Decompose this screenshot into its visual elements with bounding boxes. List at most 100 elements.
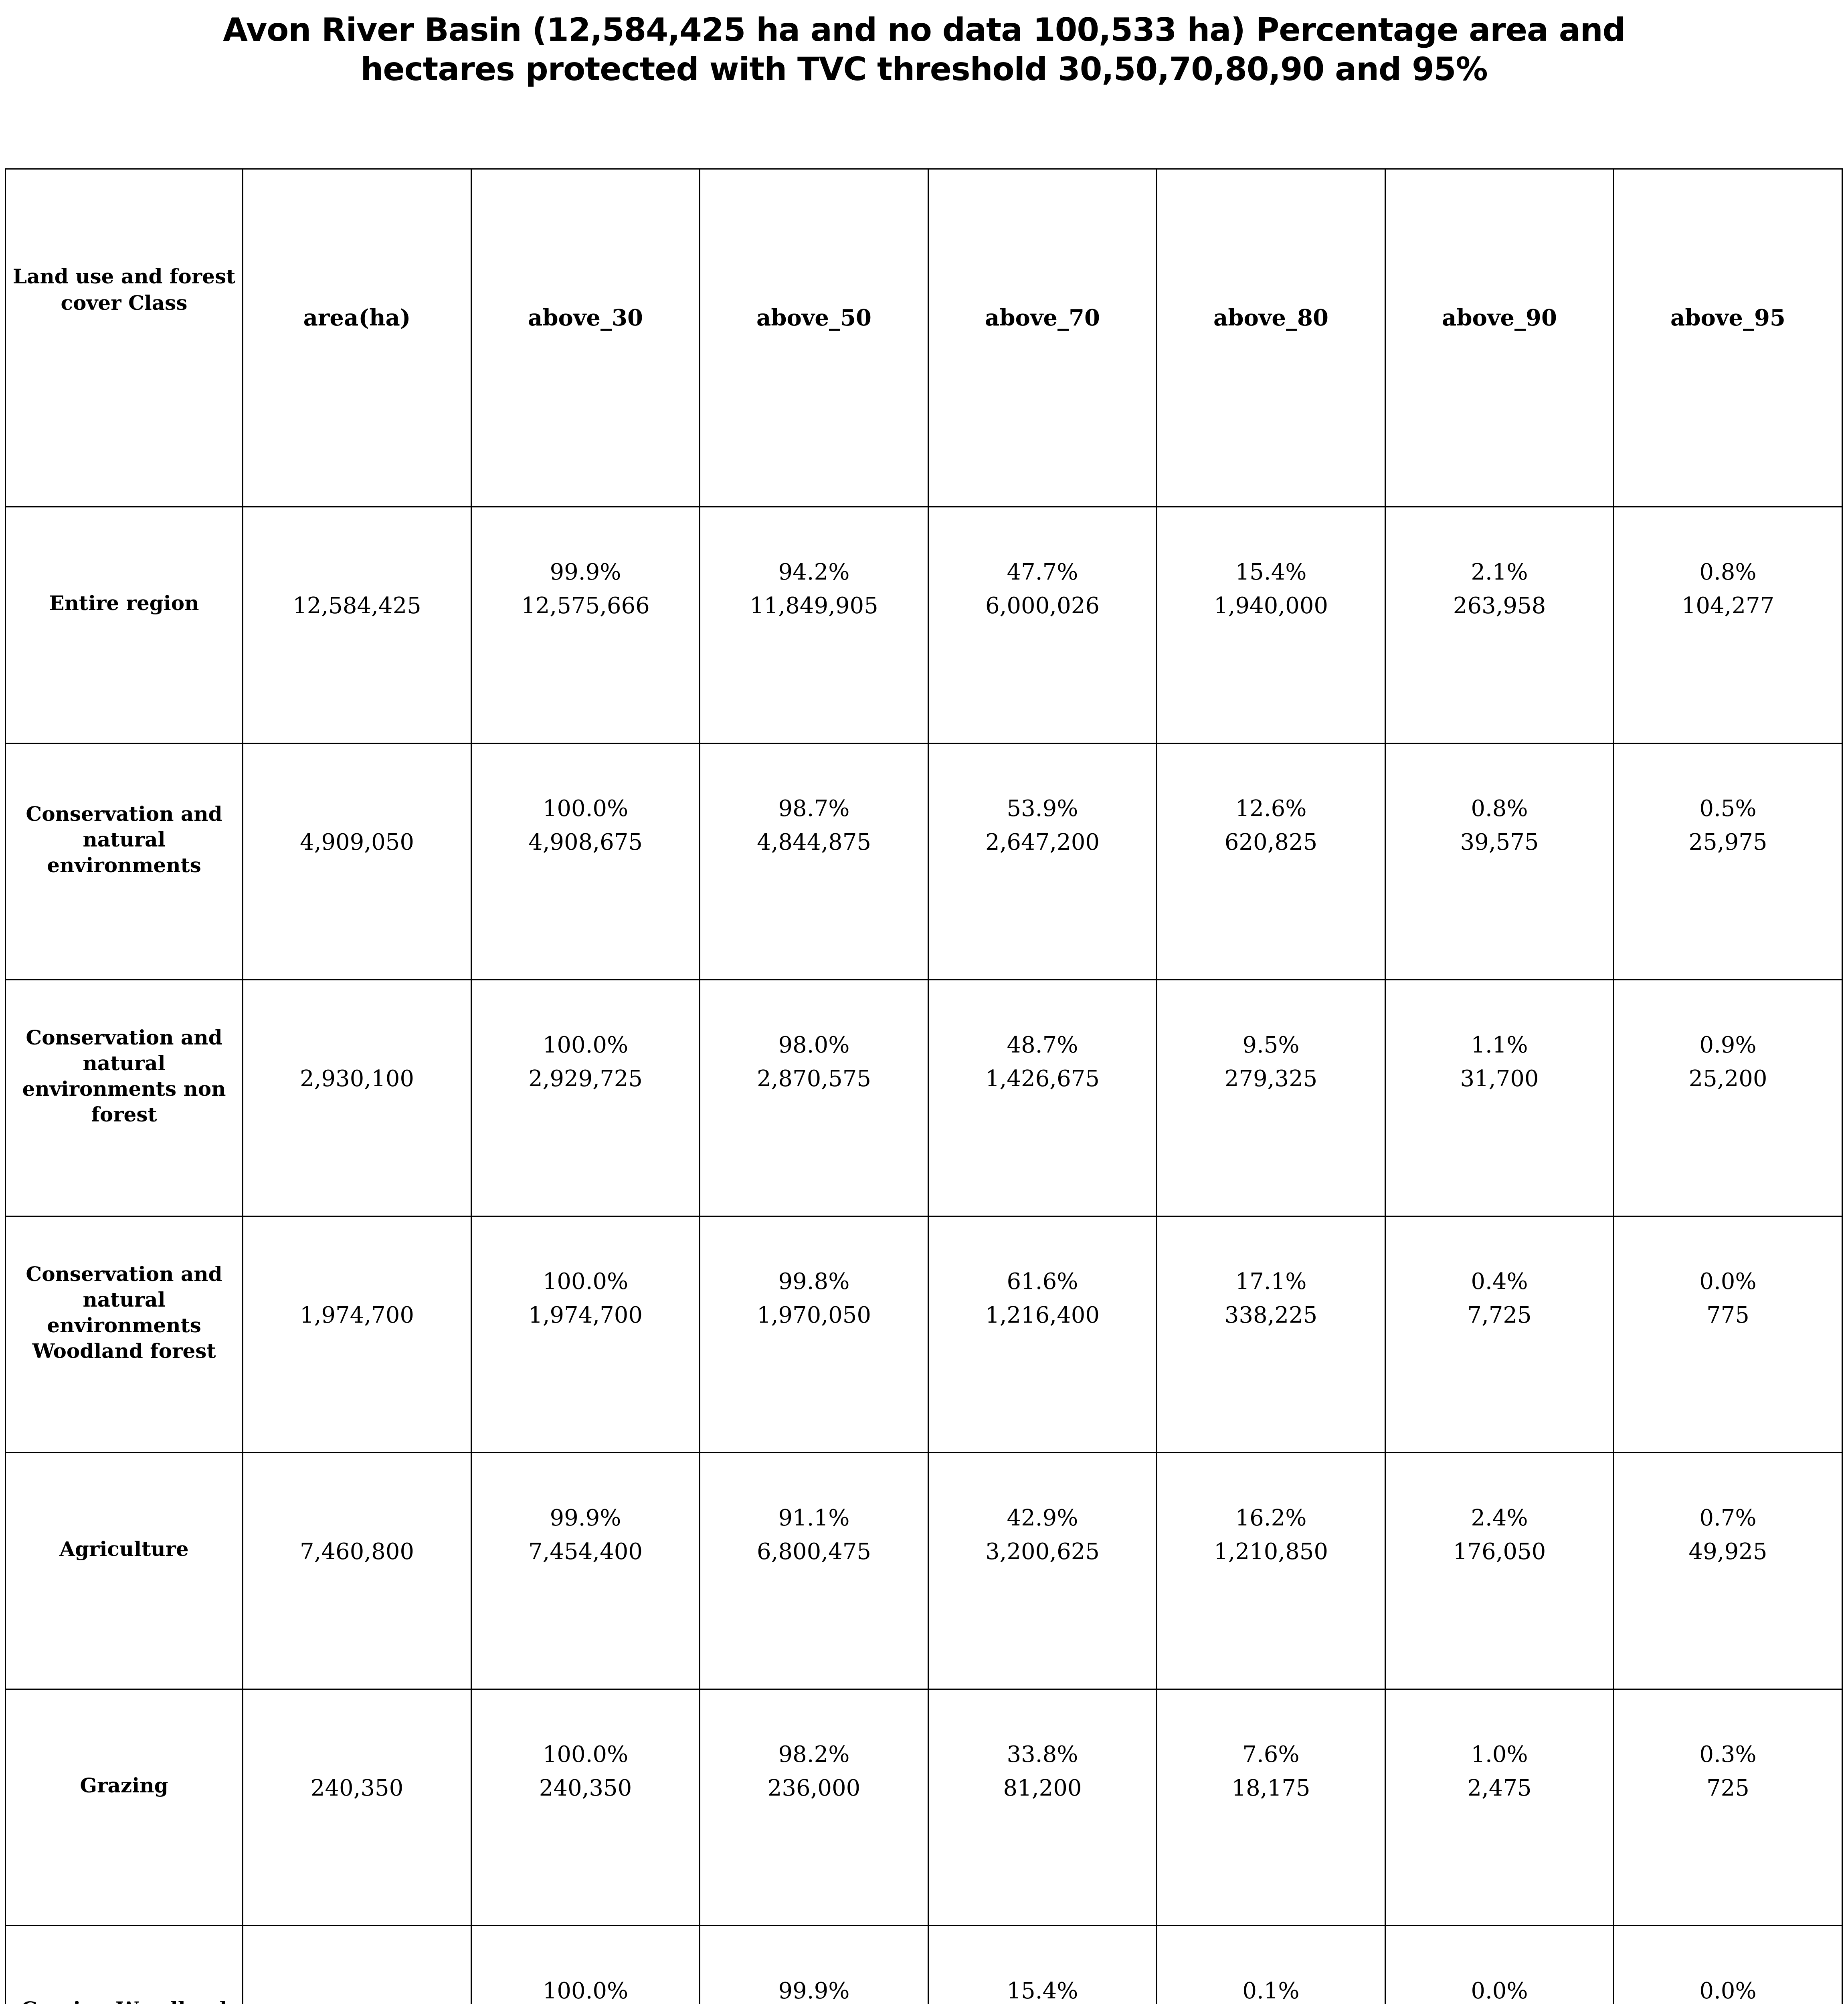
- ha-value: 3,200,625: [985, 1538, 1100, 1565]
- table-cell: 47.7% 6,000,026: [928, 506, 1157, 744]
- ha-value: 81,200: [1003, 1775, 1082, 1801]
- pct-value: 17.1%: [1235, 1268, 1307, 1295]
- table-row: Agriculture 7,460,800 99.9% 7,454,400 91.…: [5, 1452, 1843, 1690]
- pct-value: 1.1%: [1471, 1032, 1528, 1058]
- table-cell: 48.7% 1,426,675: [928, 979, 1157, 1217]
- column-header-above80: above_80: [1156, 168, 1386, 507]
- table-cell: 17.1% 338,225: [1156, 1216, 1386, 1453]
- row-label: Conservation and natural environments no…: [5, 979, 243, 1217]
- spacer: [247, 556, 467, 589]
- area-cell: 2,930,100: [242, 979, 472, 1217]
- table-row: Grazing Woodland forest 126,075 100.0%12…: [5, 1925, 1843, 2004]
- table-cell: 2.1% 263,958: [1385, 506, 1614, 744]
- pct-value: 100.0%: [542, 1268, 629, 1295]
- pct-value: 100.0%: [542, 1032, 629, 1058]
- pct-value: 0.9%: [1699, 1032, 1757, 1058]
- table-cell: 0.8% 104,277: [1613, 506, 1843, 744]
- pct-value: 53.9%: [1007, 795, 1078, 822]
- pct-value: 100.0%: [542, 1978, 629, 2004]
- ha-value: 25,200: [1688, 1065, 1767, 1092]
- table-cell: 98.0% 2,870,575: [699, 979, 929, 1217]
- area-cell: 4,909,050: [242, 743, 472, 980]
- column-header-above70: above_70: [928, 168, 1157, 507]
- ha-value: 6,800,475: [756, 1538, 871, 1565]
- pct-value: 99.9%: [550, 559, 621, 585]
- table-cell: 0.7% 49,925: [1613, 1452, 1843, 1690]
- table-cell: 61.6% 1,216,400: [928, 1216, 1157, 1453]
- ha-value: 1,426,675: [985, 1065, 1100, 1092]
- table-cell: 100.0% 2,929,725: [471, 979, 700, 1217]
- ha-value: 1,974,700: [528, 1302, 643, 1328]
- spacer: [247, 1738, 467, 1772]
- spacer: [247, 792, 467, 826]
- ha-value: 4,844,875: [756, 829, 871, 855]
- pct-value: 2.4%: [1471, 1505, 1528, 1531]
- area-cell: 12,584,425: [242, 506, 472, 744]
- row-label: Conservation and natural environments Wo…: [5, 1216, 243, 1453]
- column-header-above30: above_30: [471, 168, 700, 507]
- area-cell: 240,350: [242, 1689, 472, 1926]
- pct-value: 98.7%: [778, 795, 850, 822]
- ha-value: 18,175: [1231, 1775, 1310, 1801]
- landuse-table: Land use and forest cover Class area(ha)…: [5, 168, 1843, 2004]
- pct-value: 42.9%: [1007, 1505, 1078, 1531]
- row-label: Agriculture: [5, 1452, 243, 1690]
- ha-value: 25,975: [1688, 829, 1767, 855]
- pct-value: 0.4%: [1471, 1268, 1528, 1295]
- table-cell: 0.0%0: [1613, 1925, 1843, 2004]
- table-cell: 0.0% 775: [1613, 1216, 1843, 1453]
- table-row: Grazing 240,350 100.0% 240,350 98.2% 236,0…: [5, 1689, 1843, 1926]
- pct-value: 99.8%: [778, 1268, 850, 1295]
- table-cell: 42.9% 3,200,625: [928, 1452, 1157, 1690]
- ha-value: 1,940,000: [1213, 592, 1328, 619]
- pct-value: 9.5%: [1242, 1032, 1300, 1058]
- ha-value: 1,210,850: [1213, 1538, 1328, 1565]
- pct-value: 100.0%: [542, 1741, 629, 1768]
- row-label: Entire region: [5, 506, 243, 744]
- ha-value: 279,325: [1224, 1065, 1318, 1092]
- spacer: [247, 1028, 467, 1062]
- table-cell: 100.0% 240,350: [471, 1689, 700, 1926]
- pct-value: 16.2%: [1235, 1505, 1307, 1531]
- table-cell: 16.2% 1,210,850: [1156, 1452, 1386, 1690]
- pct-value: 1.0%: [1471, 1741, 1528, 1768]
- ha-value: 620,825: [1224, 829, 1318, 855]
- table-row: Conservation and natural environments 4,…: [5, 743, 1843, 980]
- pct-value: 99.9%: [778, 1978, 850, 2004]
- table-cell: 91.1% 6,800,475: [699, 1452, 929, 1690]
- pct-value: 0.3%: [1699, 1741, 1757, 1768]
- area-value: 240,350: [310, 1775, 404, 1801]
- table-cell: 1.1% 31,700: [1385, 979, 1614, 1217]
- pct-value: 0.8%: [1699, 559, 1757, 585]
- ha-value: 39,575: [1460, 829, 1539, 855]
- table-cell: 98.2% 236,000: [699, 1689, 929, 1926]
- pct-value: 98.2%: [778, 1741, 850, 1768]
- table-cell: 1.0% 2,475: [1385, 1689, 1614, 1926]
- ha-value: 7,725: [1467, 1302, 1532, 1328]
- pct-value: 61.6%: [1007, 1268, 1078, 1295]
- ha-value: 6,000,026: [985, 592, 1100, 619]
- table-cell: 2.4% 176,050: [1385, 1452, 1614, 1690]
- area-value: 2,930,100: [299, 1065, 414, 1092]
- ha-value: 2,647,200: [985, 829, 1100, 855]
- ha-value: 1,216,400: [985, 1302, 1100, 1328]
- area-cell: 1,974,700: [242, 1216, 472, 1453]
- ha-value: 104,277: [1681, 592, 1775, 619]
- pct-value: 98.0%: [778, 1032, 850, 1058]
- table-cell: 100.0% 4,908,675: [471, 743, 700, 980]
- pct-value: 0.0%: [1699, 1978, 1757, 2004]
- table-cell: 0.9% 25,200: [1613, 979, 1843, 1217]
- table-cell: 53.9% 2,647,200: [928, 743, 1157, 980]
- area-value: 1,974,700: [299, 1302, 414, 1328]
- table-cell: 0.5% 25,975: [1613, 743, 1843, 980]
- ha-value: 2,475: [1467, 1775, 1532, 1801]
- pct-value: 91.1%: [778, 1505, 850, 1531]
- pct-value: 33.8%: [1007, 1741, 1078, 1768]
- table-row: Conservation and natural environments no…: [5, 979, 1843, 1217]
- table-cell: 15.4%19,400: [928, 1925, 1157, 2004]
- ha-value: 2,929,725: [528, 1065, 643, 1092]
- ha-value: 263,958: [1453, 592, 1546, 619]
- column-header-above50: above_50: [699, 168, 929, 507]
- page-title: Avon River Basin (12,584,425 ha and no d…: [223, 11, 1626, 88]
- pct-value: 0.0%: [1699, 1268, 1757, 1295]
